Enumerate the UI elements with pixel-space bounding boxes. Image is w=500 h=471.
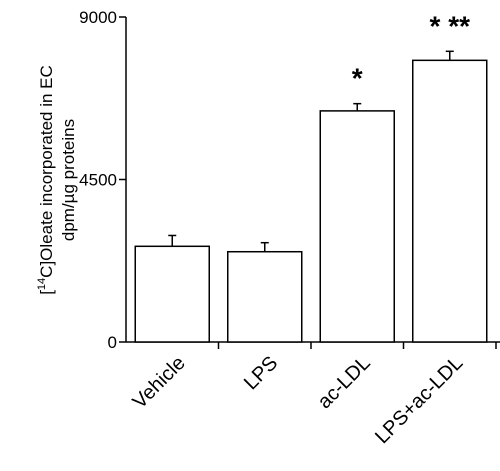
bar bbox=[412, 59, 488, 343]
bar bbox=[134, 245, 210, 343]
y-tick-label: 4500 bbox=[79, 171, 117, 190]
significance-marker: * ** bbox=[430, 10, 471, 41]
y-axis-label-line2: dpm/µg proteins bbox=[59, 119, 78, 241]
bar bbox=[227, 250, 303, 343]
bar bbox=[319, 110, 395, 343]
y-tick-label: 0 bbox=[108, 333, 117, 352]
y-tick-label: 9000 bbox=[79, 8, 117, 27]
significance-marker: * bbox=[352, 63, 363, 94]
x-tick-label: ac-LDL bbox=[314, 352, 375, 413]
x-tick-label: LPS+ac-LDL bbox=[371, 352, 467, 448]
y-axis-label-line1: [14C]Oleate incorporated in EC bbox=[36, 65, 56, 295]
labels: 0 4500 9000 Vehicle LPS * ac-LDL * ** LPS+ac-LDL bbox=[79, 8, 470, 448]
x-tick-label: LPS bbox=[240, 352, 282, 394]
x-tick-label: Vehicle bbox=[129, 352, 190, 413]
y-axis-label: [14C]Oleate incorporated in EC dpm/µg pr… bbox=[36, 65, 78, 295]
bars bbox=[134, 50, 488, 343]
